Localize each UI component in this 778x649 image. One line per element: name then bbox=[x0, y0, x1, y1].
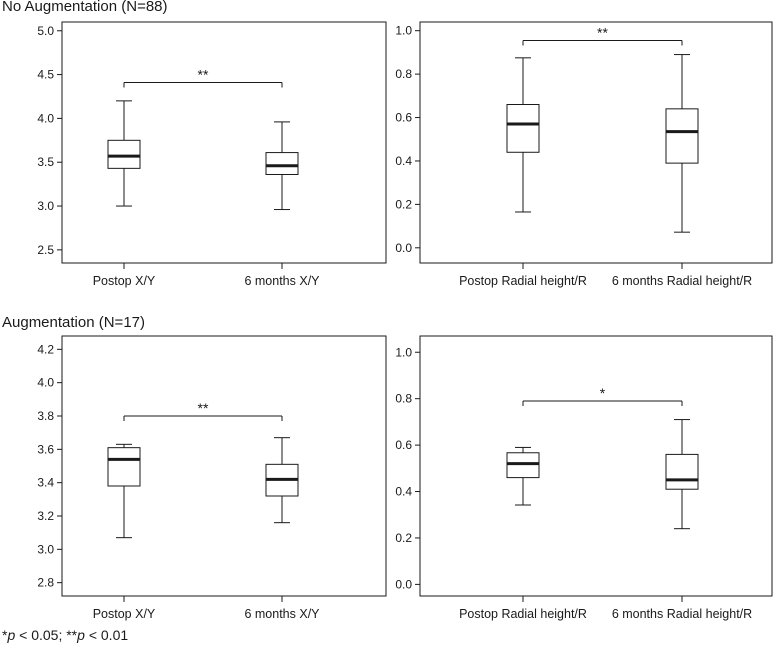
y-tick-label: 0.6 bbox=[395, 111, 412, 125]
interquartile-box bbox=[665, 453, 699, 490]
interquartile-box bbox=[107, 139, 141, 169]
box-6-months bbox=[665, 54, 699, 233]
significance-bracket: ** bbox=[123, 66, 283, 88]
y-tick-label: 3.0 bbox=[37, 542, 54, 556]
plot-frame bbox=[61, 335, 387, 597]
interquartile-box bbox=[107, 447, 141, 487]
significance-footnote: *p < 0.05; **p < 0.01 bbox=[2, 627, 128, 643]
y-tick-label: 4.2 bbox=[37, 342, 54, 356]
x-tick-label: Postop Radial height/R bbox=[459, 274, 587, 288]
box-postop bbox=[107, 100, 141, 207]
y-tick-label: 4.0 bbox=[37, 111, 54, 125]
boxplot-bottom-left: 2.8 3.0 3.2 3.4 3.6 3.8 4.0 4.2 Postop X/Y 6 mont… bbox=[37, 335, 387, 621]
footnote-p-symbol-1: p bbox=[7, 627, 16, 643]
box-postop bbox=[107, 443, 141, 539]
x-tick-label: Postop Radial height/R bbox=[459, 607, 587, 621]
y-tick-label: 4.0 bbox=[37, 376, 54, 390]
plot-frame bbox=[61, 21, 387, 264]
y-tick-label: 0.6 bbox=[395, 438, 412, 452]
x-tick-label: 6 months Radial height/R bbox=[612, 274, 752, 288]
x-tick-label: 6 months X/Y bbox=[244, 607, 320, 621]
y-tick-label: 4.5 bbox=[37, 68, 54, 82]
significance-bracket: ** bbox=[522, 24, 683, 46]
box-6-months bbox=[665, 419, 699, 530]
y-tick-label: 0.2 bbox=[395, 197, 412, 211]
y-tick-label: 3.2 bbox=[37, 509, 54, 523]
significance-bracket: ** bbox=[123, 400, 283, 421]
plot-frame bbox=[419, 21, 773, 264]
significance-label: ** bbox=[198, 400, 209, 416]
y-tick-label: 1.0 bbox=[395, 345, 412, 359]
y-tick-label: 5.0 bbox=[37, 24, 54, 38]
interquartile-box bbox=[665, 108, 699, 164]
x-tick-label: Postop X/Y bbox=[93, 607, 156, 621]
significance-label: ** bbox=[198, 66, 209, 82]
x-tick-label: 6 months Radial height/R bbox=[612, 607, 752, 621]
y-tick-label: 0.4 bbox=[395, 485, 412, 499]
footnote-threshold-1: < 0.05; ** bbox=[15, 627, 78, 643]
x-tick-label: Postop X/Y bbox=[93, 274, 156, 288]
box-6-months bbox=[265, 437, 299, 524]
interquartile-box bbox=[506, 104, 540, 153]
box-postop bbox=[506, 57, 540, 213]
y-tick-label: 0.8 bbox=[395, 392, 412, 406]
footnote-threshold-2: < 0.01 bbox=[84, 627, 129, 643]
y-tick-label: 1.0 bbox=[395, 24, 412, 38]
y-tick-label: 0.4 bbox=[395, 154, 412, 168]
section-title-no-augmentation: No Augmentation (N=88) bbox=[2, 0, 168, 15]
footnote-star: * bbox=[2, 627, 8, 643]
significance-bracket: * bbox=[522, 385, 683, 406]
y-tick-label: 3.6 bbox=[37, 442, 54, 456]
x-tick-label: 6 months X/Y bbox=[244, 274, 320, 288]
y-tick-label: 0.0 bbox=[395, 241, 412, 255]
boxplot-top-right: 0.0 0.2 0.4 0.6 0.8 1.0 Postop Radial height/R… bbox=[395, 21, 773, 288]
y-tick-label: 2.8 bbox=[37, 576, 54, 590]
box-postop bbox=[506, 446, 540, 506]
boxplot-bottom-right: 0.0 0.2 0.4 0.6 0.8 1.0 Postop Radial height/R… bbox=[395, 335, 773, 621]
y-tick-label: 3.5 bbox=[37, 155, 54, 169]
significance-label: * bbox=[600, 385, 606, 401]
footnote-p-symbol-2: p bbox=[77, 627, 85, 643]
y-tick-label: 2.5 bbox=[37, 243, 54, 257]
y-tick-label: 3.4 bbox=[37, 476, 54, 490]
interquartile-box bbox=[265, 152, 299, 175]
y-tick-label: 0.2 bbox=[395, 531, 412, 545]
interquartile-box bbox=[506, 452, 540, 479]
box-6-months bbox=[265, 121, 299, 211]
y-tick-label: 0.8 bbox=[395, 67, 412, 81]
section-title-augmentation: Augmentation (N=17) bbox=[2, 314, 145, 331]
significance-label: ** bbox=[597, 24, 608, 40]
plot-frame bbox=[419, 335, 773, 597]
y-tick-label: 3.8 bbox=[37, 409, 54, 423]
y-tick-label: 3.0 bbox=[37, 199, 54, 213]
boxplot-top-left: 2.5 3.0 3.5 4.0 4.5 5.0 Postop X/Y 6 months X/Y… bbox=[37, 21, 387, 288]
y-tick-label: 0.0 bbox=[395, 577, 412, 591]
